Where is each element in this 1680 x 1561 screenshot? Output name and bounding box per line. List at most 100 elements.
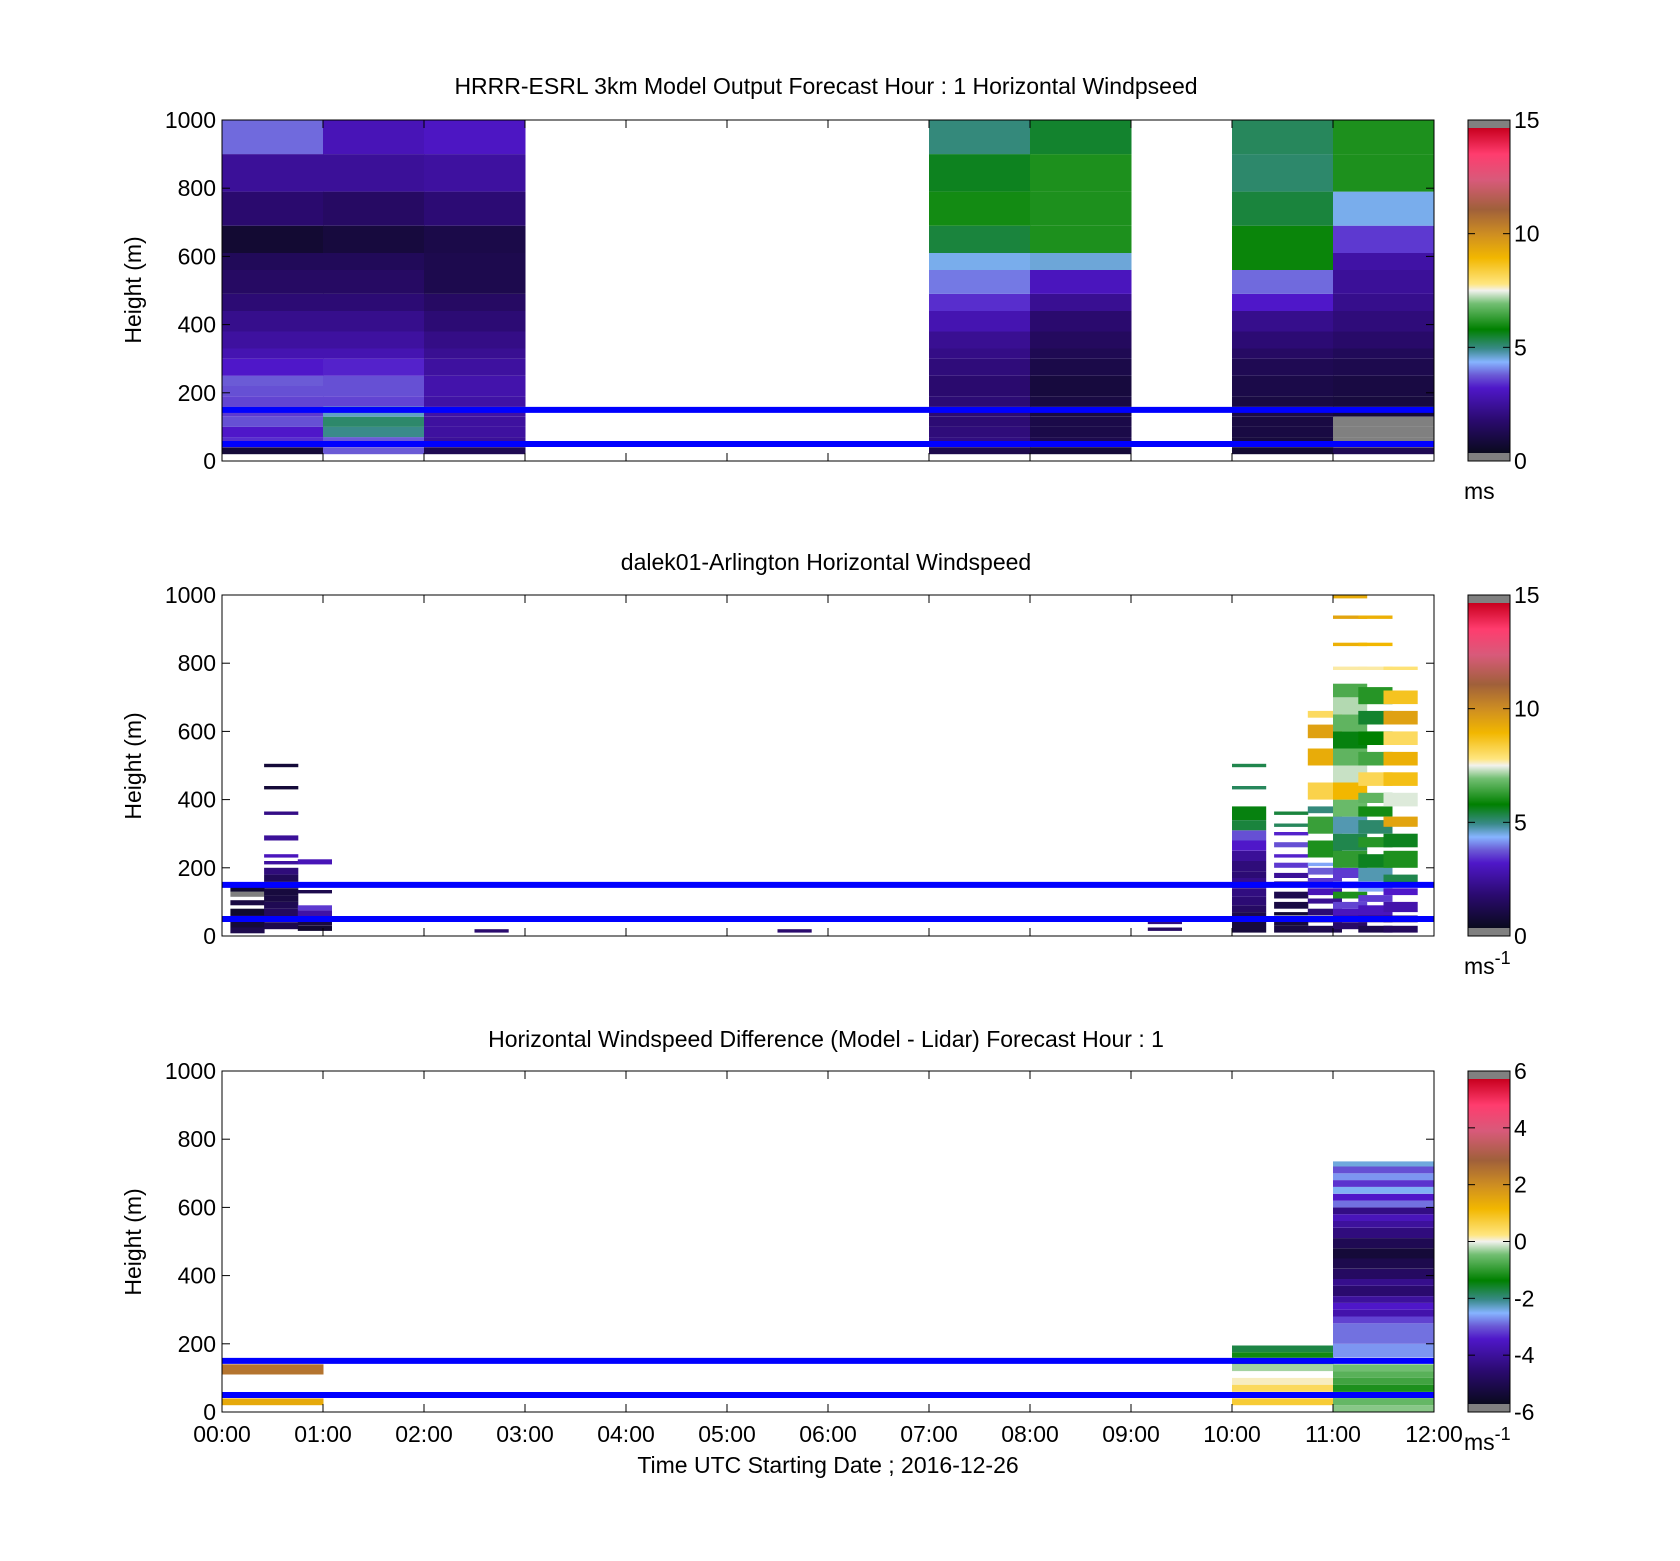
- heatmap-cell: [1333, 1343, 1435, 1358]
- heatmap-cell: [1232, 358, 1334, 376]
- heatmap-cell: [1333, 1384, 1435, 1392]
- heatmap-cell: [1333, 1258, 1435, 1269]
- heatmap-cell: [1030, 396, 1132, 407]
- heatmap-cell: [222, 253, 324, 270]
- heatmap-cell: [1030, 191, 1132, 226]
- heatmap-cell: [1232, 331, 1334, 349]
- heatmap-cell: [1383, 888, 1418, 896]
- heatmap-cell: [1333, 922, 1368, 930]
- heatmap-cell: [1274, 842, 1309, 848]
- colorbar-under-cap: [1468, 928, 1510, 936]
- heatmap-cell: [1232, 120, 1334, 155]
- panel-3-title: Horizontal Windspeed Difference (Model -…: [488, 1026, 1164, 1052]
- heatmap-cell: [424, 386, 526, 397]
- panel-2-heatmap: [230, 595, 1418, 934]
- heatmap-cell: [323, 396, 425, 407]
- x-tick-label: 01:00: [294, 1421, 352, 1447]
- heatmap-cell: [1333, 901, 1368, 909]
- colorbar-unit-label: ms-1: [1464, 1424, 1511, 1455]
- y-tick-label: 600: [178, 243, 216, 269]
- heatmap-cell: [1030, 447, 1132, 455]
- heatmap-cell: [1232, 447, 1334, 455]
- panel-3-heatmap: [222, 1161, 1435, 1412]
- heatmap-cell: [1307, 925, 1342, 933]
- heatmap-cell: [222, 375, 324, 386]
- heatmap-cell: [1232, 386, 1334, 397]
- heatmap-cell: [264, 922, 299, 930]
- heatmap-cell: [1358, 792, 1393, 803]
- heatmap-cell: [1307, 908, 1342, 916]
- heatmap-cell: [929, 426, 1031, 438]
- heatmap-cell: [1333, 1371, 1435, 1378]
- heatmap-cell: [1333, 1364, 1435, 1372]
- heatmap-cell: [1383, 816, 1418, 827]
- heatmap-cell: [1232, 225, 1334, 253]
- heatmap-cell: [1333, 1161, 1435, 1167]
- heatmap-cell: [1274, 901, 1309, 909]
- y-tick-label: 0: [203, 923, 216, 949]
- heatmap-cell: [1030, 154, 1132, 192]
- heatmap-cell: [929, 396, 1031, 407]
- heatmap-cell: [1358, 905, 1393, 916]
- heatmap-cell: [1358, 806, 1393, 817]
- heatmap-cell: [1232, 786, 1267, 790]
- heatmap-cell: [297, 905, 332, 911]
- heatmap-cell: [323, 154, 425, 192]
- colorbar-over-cap: [1468, 595, 1510, 603]
- y-tick-label: 200: [178, 1331, 216, 1357]
- heatmap-cell: [1333, 1207, 1435, 1215]
- heatmap-cell: [222, 293, 324, 311]
- colorbar-unit-label: ms: [1464, 478, 1495, 504]
- heatmap-cell: [424, 426, 526, 438]
- heatmap-cell: [1232, 896, 1267, 906]
- heatmap-cell: [1147, 927, 1182, 931]
- heatmap-cell: [1147, 920, 1182, 925]
- panel-2-title: dalek01-Arlington Horizontal Windspeed: [621, 549, 1031, 575]
- heatmap-cell: [1333, 1285, 1435, 1296]
- heatmap-cell: [1333, 253, 1435, 270]
- x-tick-label: 08:00: [1001, 1421, 1059, 1447]
- heatmap-cell: [1383, 666, 1418, 670]
- heatmap-cell: [1333, 1268, 1435, 1279]
- heatmap-cell: [1358, 666, 1393, 670]
- y-tick-label: 200: [178, 380, 216, 406]
- heatmap-cell: [222, 358, 324, 376]
- heatmap-cell: [1274, 891, 1309, 899]
- y-tick-label: 600: [178, 1194, 216, 1220]
- heatmap-cell: [1274, 823, 1309, 827]
- heatmap-cell: [264, 867, 299, 875]
- heatmap-cell: [1232, 850, 1267, 861]
- colorbar-tick-label: -4: [1514, 1342, 1535, 1368]
- heatmap-cell: [1274, 862, 1309, 868]
- colorbar-unit-exponent: -1: [1495, 1424, 1511, 1444]
- heatmap-cell: [323, 358, 425, 376]
- heatmap-cell: [1030, 311, 1132, 332]
- colorbar-tick-label: 10: [1514, 696, 1540, 722]
- heatmap-cell: [1333, 154, 1435, 192]
- panel-1-colorbar: 0 5 10 15 ms: [1464, 107, 1540, 504]
- heatmap-cell: [1383, 925, 1418, 933]
- heatmap-cell: [1333, 1405, 1435, 1412]
- heatmap-cell: [222, 191, 324, 226]
- heatmap-cell: [264, 835, 299, 841]
- panel-1: HRRR-ESRL 3km Model Output Forecast Hour…: [120, 73, 1540, 504]
- heatmap-cell: [1232, 919, 1267, 933]
- heatmap-cell: [1333, 908, 1368, 916]
- heatmap-cell: [1274, 872, 1309, 878]
- heatmap-cell: [1232, 1352, 1334, 1358]
- heatmap-cell: [929, 270, 1031, 294]
- heatmap-cell: [1333, 191, 1435, 226]
- heatmap-cell: [222, 270, 324, 294]
- heatmap-cell: [323, 191, 425, 226]
- heatmap-cell: [297, 910, 332, 918]
- colorbar-tick-label: 10: [1514, 221, 1540, 247]
- x-tick-label: 06:00: [799, 1421, 857, 1447]
- heatmap-cell: [1030, 348, 1132, 359]
- heatmap-cell: [1232, 253, 1334, 270]
- heatmap-cell: [1358, 895, 1393, 902]
- heatmap-cell: [323, 348, 425, 359]
- heatmap-cell: [297, 925, 332, 931]
- heatmap-cell: [1232, 270, 1334, 294]
- heatmap-cell: [222, 426, 324, 438]
- heatmap-cell: [1333, 1302, 1435, 1310]
